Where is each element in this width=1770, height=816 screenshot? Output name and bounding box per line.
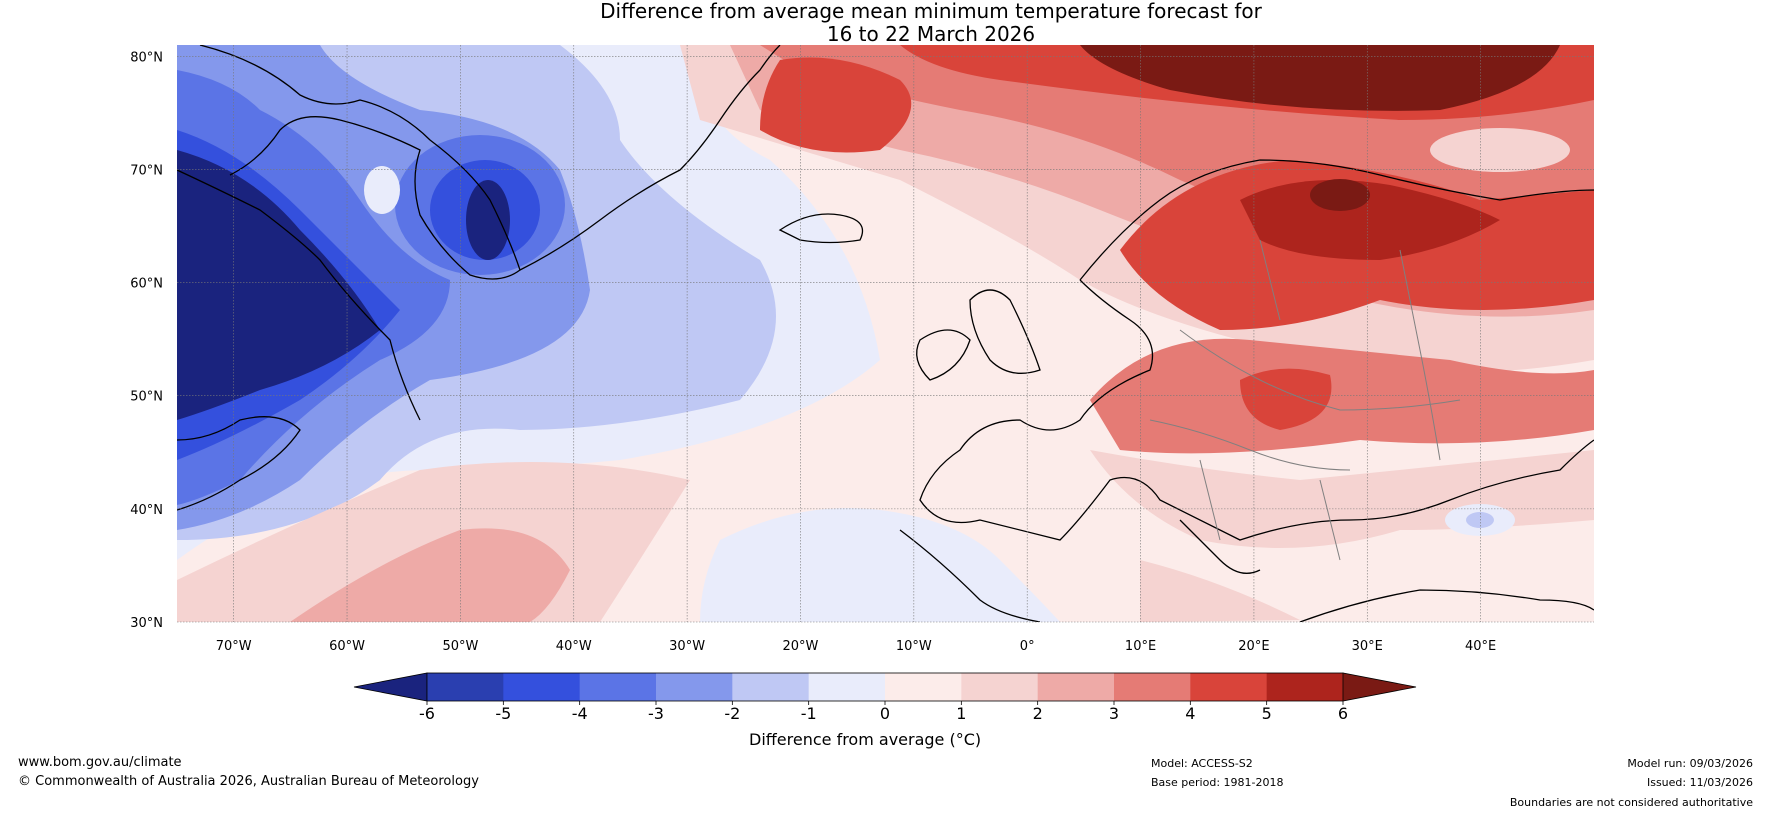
latitude-label: 60°N xyxy=(130,277,163,292)
longitude-label: 20°E xyxy=(1238,639,1269,654)
longitude-label: 20°W xyxy=(783,639,819,654)
colorbar-segment xyxy=(579,673,657,701)
colorbar: -6 -5 -4 -3 -2 -1 0 1 2 3 4 5 6 xyxy=(353,672,1417,723)
colorbar-segment xyxy=(1114,673,1191,701)
colorbar-segment xyxy=(961,673,1039,701)
colorbar-tick-label: -6 xyxy=(419,704,435,723)
colorbar-tick-label: 1 xyxy=(956,704,966,723)
colorbar-tick-label: 3 xyxy=(1109,704,1119,723)
colorbar-extend-low xyxy=(353,672,428,702)
longitude-label: 60°W xyxy=(329,639,365,654)
longitude-label: 30°W xyxy=(669,639,705,654)
longitude-label: 10°E xyxy=(1125,639,1156,654)
latitude-label: 50°N xyxy=(130,390,163,405)
colorbar-tick-label: -1 xyxy=(801,704,817,723)
longitude-label: 40°W xyxy=(556,639,592,654)
anomaly-field xyxy=(177,45,1594,622)
colorbar-segment xyxy=(1266,673,1344,701)
title-line-2: 16 to 22 March 2026 xyxy=(826,22,1036,46)
longitude-label: 50°W xyxy=(442,639,478,654)
colorbar-tick-label: 2 xyxy=(1033,704,1043,723)
colorbar-segment xyxy=(656,673,733,701)
colorbar-tick-label: 4 xyxy=(1185,704,1195,723)
longitude-label: 10°W xyxy=(896,639,932,654)
colorbar-tick-label: 5 xyxy=(1262,704,1272,723)
latitude-label: 70°N xyxy=(130,163,163,178)
colorbar-tick-label: -4 xyxy=(572,704,588,723)
latitude-label: 80°N xyxy=(130,50,163,65)
colorbar-segment xyxy=(427,673,504,701)
chart-title: Difference from average mean minimum tem… xyxy=(0,0,1770,46)
colorbar-tick-label: -2 xyxy=(724,704,740,723)
colorbar-tick-label: 6 xyxy=(1338,704,1348,723)
issued-text: Issued: 11/03/2026 xyxy=(1646,776,1753,789)
boundaries-text: Boundaries are not considered authoritat… xyxy=(1509,796,1753,809)
latitude-label: 30°N xyxy=(130,616,163,631)
colorbar-segment xyxy=(1037,673,1115,701)
colorbar-segment xyxy=(1190,673,1268,701)
latitude-label: 40°N xyxy=(130,503,163,518)
model-text: Model: ACCESS-S2 xyxy=(1151,757,1253,770)
base-period-text: Base period: 1981-2018 xyxy=(1151,776,1284,789)
colorbar-extend-high xyxy=(1342,672,1417,702)
coastlines xyxy=(177,45,1594,622)
colorbar-tick-label: -5 xyxy=(495,704,511,723)
graticule xyxy=(177,45,1594,623)
website-text: www.bom.gov.au/climate xyxy=(18,755,182,770)
longitude-label: 40°E xyxy=(1465,639,1496,654)
colorbar-segment xyxy=(732,673,810,701)
longitude-label: 0° xyxy=(1020,639,1035,654)
longitude-labels: 70°W 60°W 50°W 40°W 30°W 20°W 10°W 0° 10°E 20°E 30… xyxy=(216,639,1497,654)
colorbar-segment xyxy=(503,673,581,701)
colorbar-tick-label: 0 xyxy=(880,704,890,723)
longitude-label: 70°W xyxy=(216,639,252,654)
longitude-label: 30°E xyxy=(1352,639,1383,654)
copyright-text: © Commonwealth of Australia 2026, Austra… xyxy=(18,774,479,789)
colorbar-segment xyxy=(885,673,962,701)
colorbar-label: Difference from average (°C) xyxy=(749,730,982,749)
latitude-labels: 80°N 70°N 60°N 50°N 40°N 30°N xyxy=(130,50,163,631)
colorbar-tick-label: -3 xyxy=(648,704,664,723)
model-run-text: Model run: 09/03/2026 xyxy=(1627,757,1753,770)
title-line-1: Difference from average mean minimum tem… xyxy=(600,0,1262,23)
colorbar-segment xyxy=(808,673,886,701)
borders xyxy=(1149,239,1461,561)
